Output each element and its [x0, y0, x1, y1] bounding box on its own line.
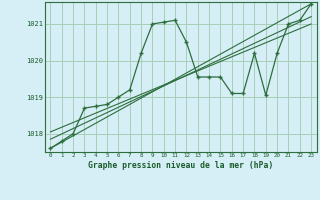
X-axis label: Graphe pression niveau de la mer (hPa): Graphe pression niveau de la mer (hPa)	[88, 161, 273, 170]
